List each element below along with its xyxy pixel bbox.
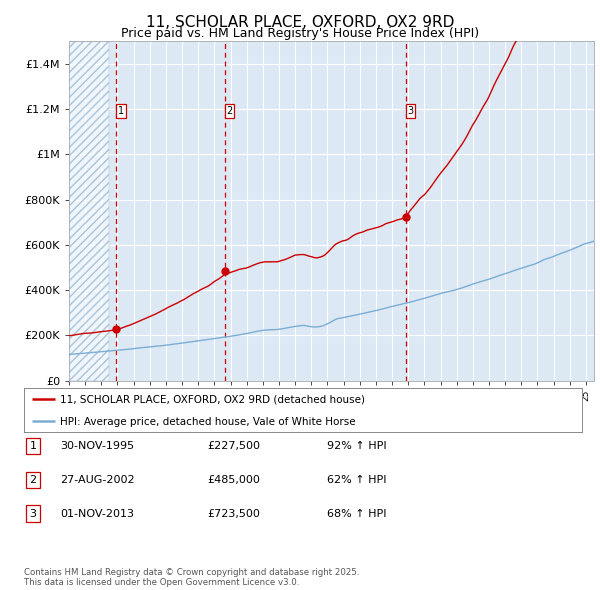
Text: 3: 3 [407, 106, 413, 116]
Text: £723,500: £723,500 [207, 509, 260, 519]
Text: 2: 2 [29, 475, 37, 485]
Text: Contains HM Land Registry data © Crown copyright and database right 2025.
This d: Contains HM Land Registry data © Crown c… [24, 568, 359, 587]
Text: Price paid vs. HM Land Registry's House Price Index (HPI): Price paid vs. HM Land Registry's House … [121, 27, 479, 40]
Text: 27-AUG-2002: 27-AUG-2002 [60, 475, 134, 485]
Text: 01-NOV-2013: 01-NOV-2013 [60, 509, 134, 519]
Text: 1: 1 [118, 106, 124, 116]
Bar [69, 41, 109, 381]
Text: £485,000: £485,000 [207, 475, 260, 485]
Text: 62% ↑ HPI: 62% ↑ HPI [327, 475, 386, 485]
Text: 30-NOV-1995: 30-NOV-1995 [60, 441, 134, 451]
Text: 1: 1 [29, 441, 37, 451]
Text: 3: 3 [29, 509, 37, 519]
Text: 68% ↑ HPI: 68% ↑ HPI [327, 509, 386, 519]
Text: 2: 2 [226, 106, 233, 116]
Text: £227,500: £227,500 [207, 441, 260, 451]
Text: 92% ↑ HPI: 92% ↑ HPI [327, 441, 386, 451]
Text: 11, SCHOLAR PLACE, OXFORD, OX2 9RD (detached house): 11, SCHOLAR PLACE, OXFORD, OX2 9RD (deta… [60, 395, 365, 405]
Text: HPI: Average price, detached house, Vale of White Horse: HPI: Average price, detached house, Vale… [60, 417, 356, 427]
Text: 11, SCHOLAR PLACE, OXFORD, OX2 9RD: 11, SCHOLAR PLACE, OXFORD, OX2 9RD [146, 15, 454, 30]
Bar [69, 41, 109, 381]
